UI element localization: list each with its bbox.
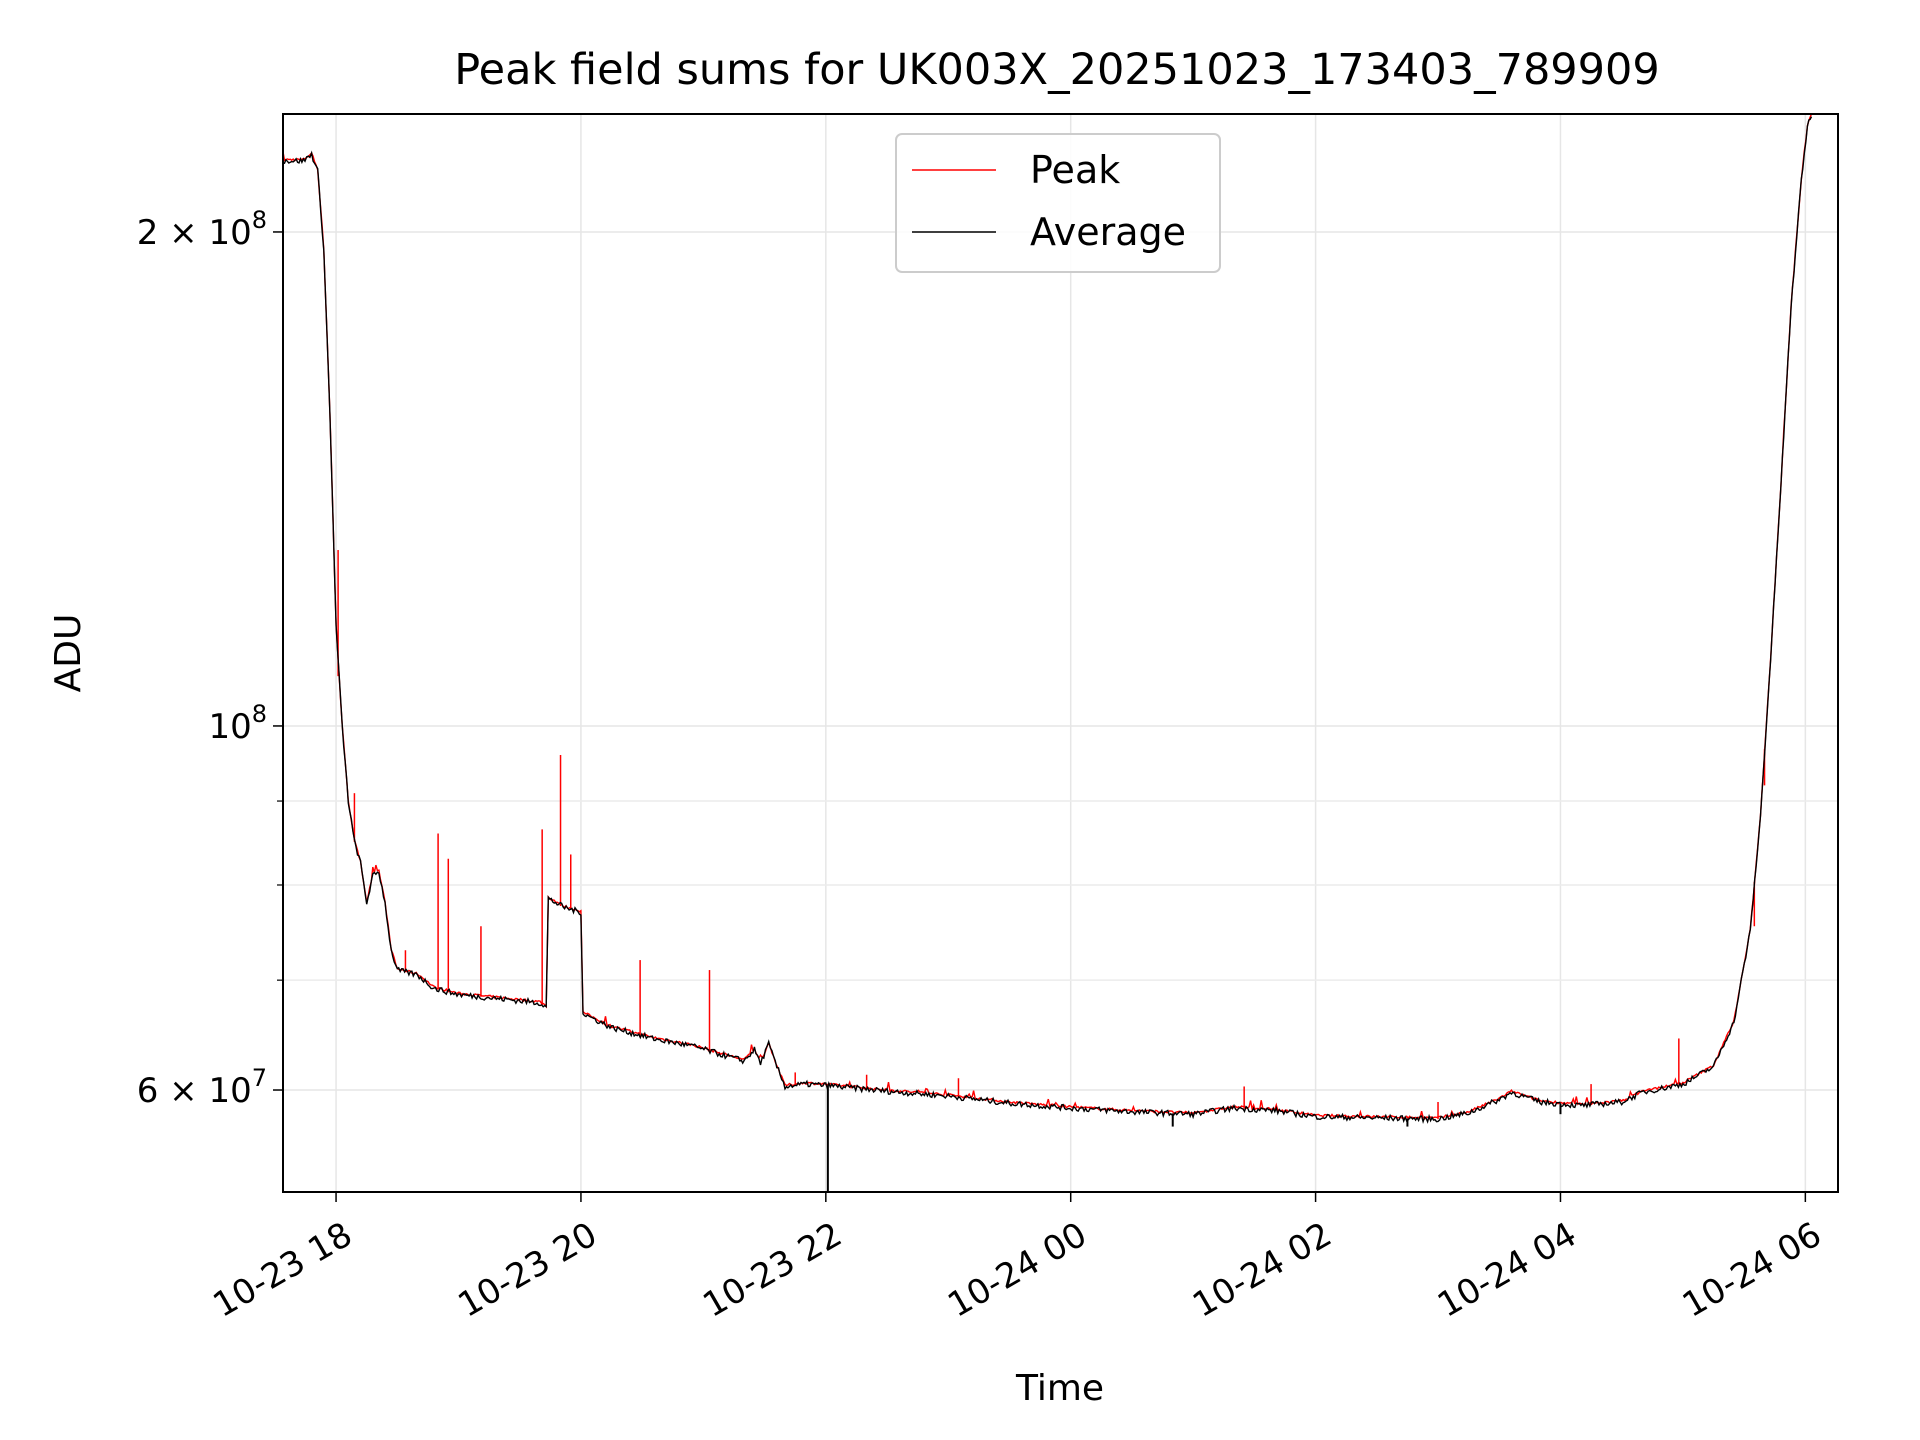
y-tick-label: 108 (208, 700, 267, 747)
y-tick-label: 6 × 107 (137, 1064, 267, 1111)
y-tick-label: 2 × 108 (137, 206, 267, 253)
chart-title: Peak field sums for UK003X_20251023_1734… (454, 45, 1660, 95)
y-axis-label: ADU (48, 614, 89, 693)
x-axis-label: Time (1015, 1368, 1104, 1409)
series-layer (282, 113, 1813, 1192)
legend-box (895, 133, 1221, 273)
legend: Peak Average (895, 133, 1221, 273)
plot-frame (282, 113, 1839, 1193)
legend-label: Peak (1030, 148, 1120, 192)
average-series-line (282, 116, 1813, 1125)
legend-label: Average (1030, 210, 1186, 254)
